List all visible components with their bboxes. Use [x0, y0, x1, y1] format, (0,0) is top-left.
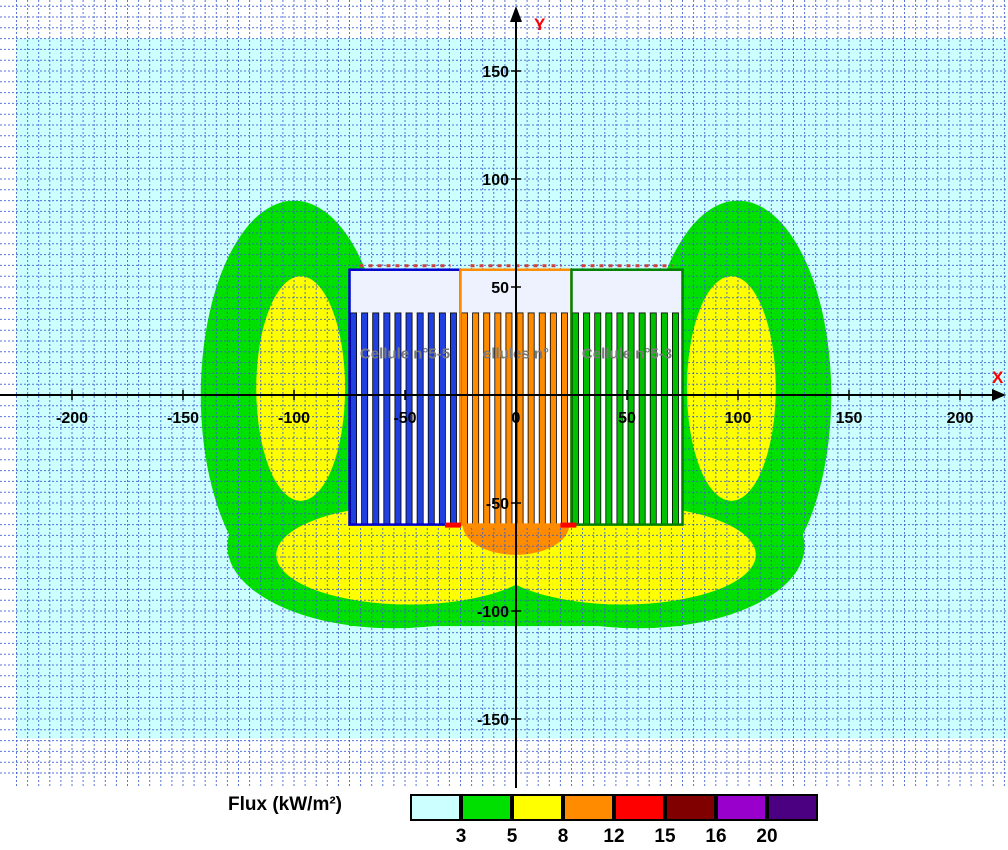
flux-marker: [444, 522, 461, 528]
cell-rack: [449, 312, 457, 526]
cell-rack: [672, 312, 679, 526]
cell-rack: [472, 312, 480, 526]
y-tick-label: -150: [477, 712, 509, 729]
y-tick-label: -100: [477, 604, 509, 621]
legend-threshold-label: 3: [455, 826, 467, 847]
legend-threshold-label: 12: [603, 826, 625, 847]
flux-zone-5-shape: [686, 276, 776, 501]
legend-swatch: [461, 794, 512, 821]
axes: X Y -200 -150 -100 -50 0 50 100 150 200 -150 -100 -50…: [0, 6, 1006, 788]
x-tick-label: 150: [836, 410, 863, 427]
y-axis-arrow: [510, 6, 522, 22]
legend-title: Flux (kW/m²): [228, 794, 342, 815]
y-tick-label: -50: [486, 496, 509, 513]
cell-label: Cellule n°5-5: [360, 345, 450, 362]
cell-rack: [350, 312, 358, 526]
cell-rack: [461, 312, 469, 526]
cell-label: Cellule n°5-3: [582, 345, 672, 362]
x-tick-label: 200: [947, 410, 974, 427]
legend-swatch: [512, 794, 563, 821]
y-tick-label: 100: [482, 172, 509, 189]
legend-threshold-label: 8: [557, 826, 569, 847]
legend-swatch: [614, 794, 665, 821]
cell-rack: [549, 312, 557, 526]
y-tick-label: 150: [482, 64, 509, 81]
cell-outline: [570, 268, 684, 526]
legend-swatch: [767, 794, 818, 821]
x-tick-label: -50: [393, 410, 416, 427]
x-axis-label: X: [992, 368, 1004, 387]
storage-cell: Cellule n°5-5: [348, 264, 462, 526]
x-tick-label: -200: [56, 410, 88, 427]
legend-swatch: [410, 794, 461, 821]
legend-threshold-label: 15: [654, 826, 676, 847]
x-tick-label: -100: [278, 410, 310, 427]
storage-cell: Cellule n°5-3: [570, 264, 684, 526]
legend-swatch: [563, 794, 614, 821]
x-tick-label: -150: [167, 410, 199, 427]
cell-rack: [572, 312, 580, 526]
cell-top-band: [349, 269, 461, 313]
x-tick-label: 50: [618, 410, 636, 427]
x-tick-label: 100: [725, 410, 752, 427]
legend-threshold-label: 5: [506, 826, 518, 847]
flux-heatmap-chart: Cellule n°5-5 ellules n° Cellule n°5-3 XY-…: [0, 0, 1008, 788]
legend-swatch: [716, 794, 767, 821]
cell-rack: [561, 312, 568, 526]
flux-marker: [560, 522, 577, 528]
x-tick-label: 0: [512, 410, 521, 427]
cell-top-band: [571, 269, 683, 313]
y-axis-label: Y: [534, 15, 546, 34]
y-tick-label: 50: [491, 280, 509, 297]
legend-threshold-label: 20: [756, 826, 778, 847]
legend-swatch: [665, 794, 716, 821]
flux-zone-5-shape: [256, 276, 346, 501]
legend-threshold-label: 16: [705, 826, 727, 847]
x-axis-arrow: [992, 389, 1006, 401]
flux-legend: Flux (kW/m²) 3 5 8 12 15 16 20: [228, 792, 1008, 850]
